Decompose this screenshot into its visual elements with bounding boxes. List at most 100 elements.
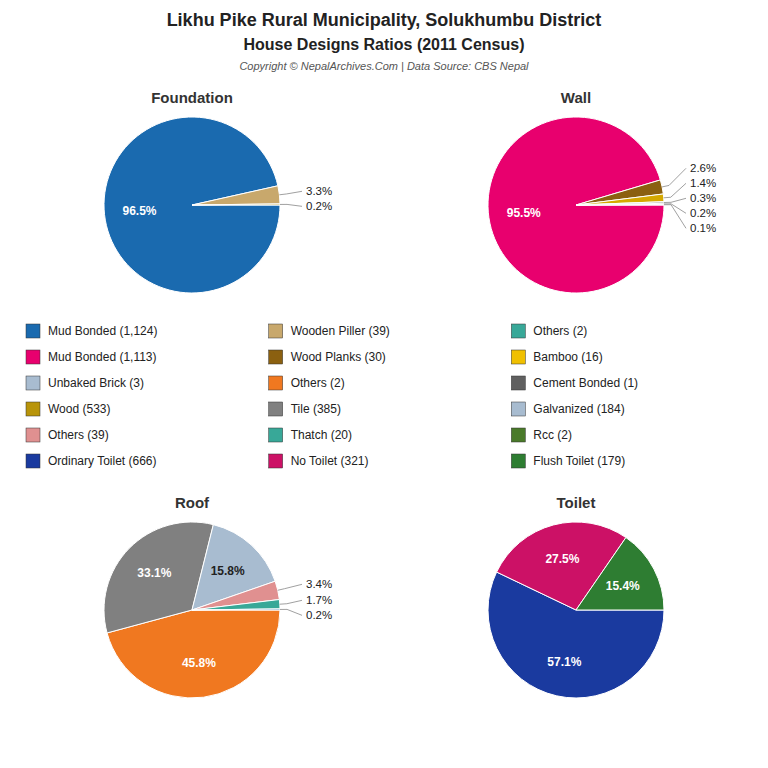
legend: Mud Bonded (1,124) Wooden Piller (39) Othe… [26, 324, 638, 468]
legend-swatch [269, 324, 283, 338]
legend-item: Thatch (20) [269, 428, 352, 442]
pie: Toilet57.1%27.5%15.4% [488, 494, 664, 698]
slices [488, 522, 664, 698]
legend-label: Mud Bonded (1,113) [48, 350, 157, 364]
legend-label: Others (2) [291, 376, 345, 390]
legend-label: Rcc (2) [533, 428, 572, 442]
legend-label: Others (2) [533, 324, 587, 338]
leader-line [279, 191, 302, 194]
data-label: 1.4% [690, 177, 716, 189]
leader-line [662, 168, 686, 187]
leader-line [664, 198, 686, 202]
legend-label: No Toilet (321) [291, 454, 369, 468]
data-label: 15.8% [211, 564, 245, 578]
leader-line [278, 584, 302, 590]
legend-swatch [26, 324, 40, 338]
legend-label: Mud Bonded (1,124) [48, 324, 157, 338]
slice [192, 609, 280, 610]
legend-swatch [269, 402, 283, 416]
labels: 96.5%3.3%0.2% [123, 185, 333, 218]
legend-label: Cement Bonded (1) [533, 376, 638, 390]
data-label: 57.1% [547, 655, 581, 669]
legend-item: No Toilet (321) [269, 454, 369, 468]
data-label: 27.5% [545, 552, 579, 566]
slice [104, 522, 213, 633]
data-label: 15.4% [606, 579, 640, 593]
slice [488, 117, 664, 293]
labels: 57.1% 27.5% 15.4% [545, 552, 640, 669]
leader-line [664, 183, 686, 198]
pie-title: Wall [561, 89, 591, 106]
slices [104, 117, 280, 293]
legend-swatch [269, 376, 283, 390]
legend-label: Bamboo (16) [533, 350, 602, 364]
slices [488, 117, 664, 293]
slice [104, 117, 280, 293]
legend-label: Wood Planks (30) [291, 350, 386, 364]
legend-item: Wood Planks (30) [269, 350, 386, 364]
legend-swatch [269, 428, 283, 442]
pie: Wall 95.5% 2.6% 1.4% 0.3% 0.2% 0.1% [488, 89, 716, 293]
legend-swatch [269, 350, 283, 364]
data-label: 0.1% [690, 222, 716, 234]
legend-item: Others (39) [26, 428, 109, 442]
chart: Likhu Pike Rural Municipality, Solukhumb… [0, 0, 768, 768]
leader-line [664, 204, 686, 213]
leader-line [280, 600, 302, 604]
legend-label: Ordinary Toilet (666) [48, 454, 157, 468]
legend-item: Mud Bonded (1,113) [26, 350, 157, 364]
data-label: 0.3% [690, 192, 716, 204]
data-label: 3.3% [306, 185, 332, 197]
pie: Foundation96.5%3.3%0.2% [104, 89, 332, 293]
legend-label: Galvanized (184) [533, 402, 624, 416]
legend-item: Galvanized (184) [511, 402, 624, 416]
slice [576, 204, 664, 206]
slice [576, 180, 663, 205]
legend-label: Tile (385) [291, 402, 341, 416]
legend-swatch [511, 350, 525, 364]
data-label: 1.7% [306, 594, 332, 606]
data-label: 0.2% [690, 207, 716, 219]
legend-swatch [26, 428, 40, 442]
leader-line [280, 609, 302, 615]
labels: 45.8%33.1%15.8%3.4%1.7%0.2% [137, 564, 332, 669]
legend-item: Tile (385) [269, 402, 341, 416]
legend-label: Wood (533) [48, 402, 110, 416]
data-label: 96.5% [123, 204, 157, 218]
data-label: 2.6% [690, 162, 716, 174]
legend-item: Bamboo (16) [511, 350, 602, 364]
legend-item: Mud Bonded (1,124) [26, 324, 157, 338]
legend-item: Wooden Piller (39) [269, 324, 390, 338]
legend-item: Cement Bonded (1) [511, 376, 638, 390]
legend-label: Unbaked Brick (3) [48, 376, 144, 390]
legend-label: Wooden Piller (39) [291, 324, 390, 338]
data-label: 45.8% [182, 656, 216, 670]
legend-label: Flush Toilet (179) [533, 454, 625, 468]
legend-item: Others (2) [269, 376, 345, 390]
legend-item: Ordinary Toilet (666) [26, 454, 157, 468]
legend-label: Others (39) [48, 428, 109, 442]
slice [576, 203, 664, 205]
legend-item: Wood (533) [26, 402, 110, 416]
subtitle: House Designs Ratios (2011 Census) [244, 36, 525, 53]
data-label: 33.1% [137, 566, 171, 580]
legend-item: Flush Toilet (179) [511, 454, 625, 468]
slice [192, 204, 280, 205]
slices [104, 522, 280, 698]
labels: 95.5% 2.6% 1.4% 0.3% 0.2% 0.1% [507, 162, 716, 234]
slice [576, 202, 664, 205]
pie-title: Roof [175, 494, 210, 511]
title: Likhu Pike Rural Municipality, Solukhumb… [167, 10, 602, 30]
slice [576, 538, 664, 610]
legend-item: Others (2) [511, 324, 587, 338]
legend-item: Unbaked Brick (3) [26, 376, 144, 390]
legend-swatch [26, 402, 40, 416]
pie: Roof45.8%33.1%15.8%3.4%1.7%0.2% [104, 494, 332, 698]
legend-swatch [511, 376, 525, 390]
data-label: 0.2% [306, 609, 332, 621]
legend-label: Thatch (20) [291, 428, 352, 442]
data-label: 95.5% [507, 206, 541, 220]
slice [192, 186, 280, 205]
slice [192, 600, 280, 610]
slice [576, 194, 664, 205]
